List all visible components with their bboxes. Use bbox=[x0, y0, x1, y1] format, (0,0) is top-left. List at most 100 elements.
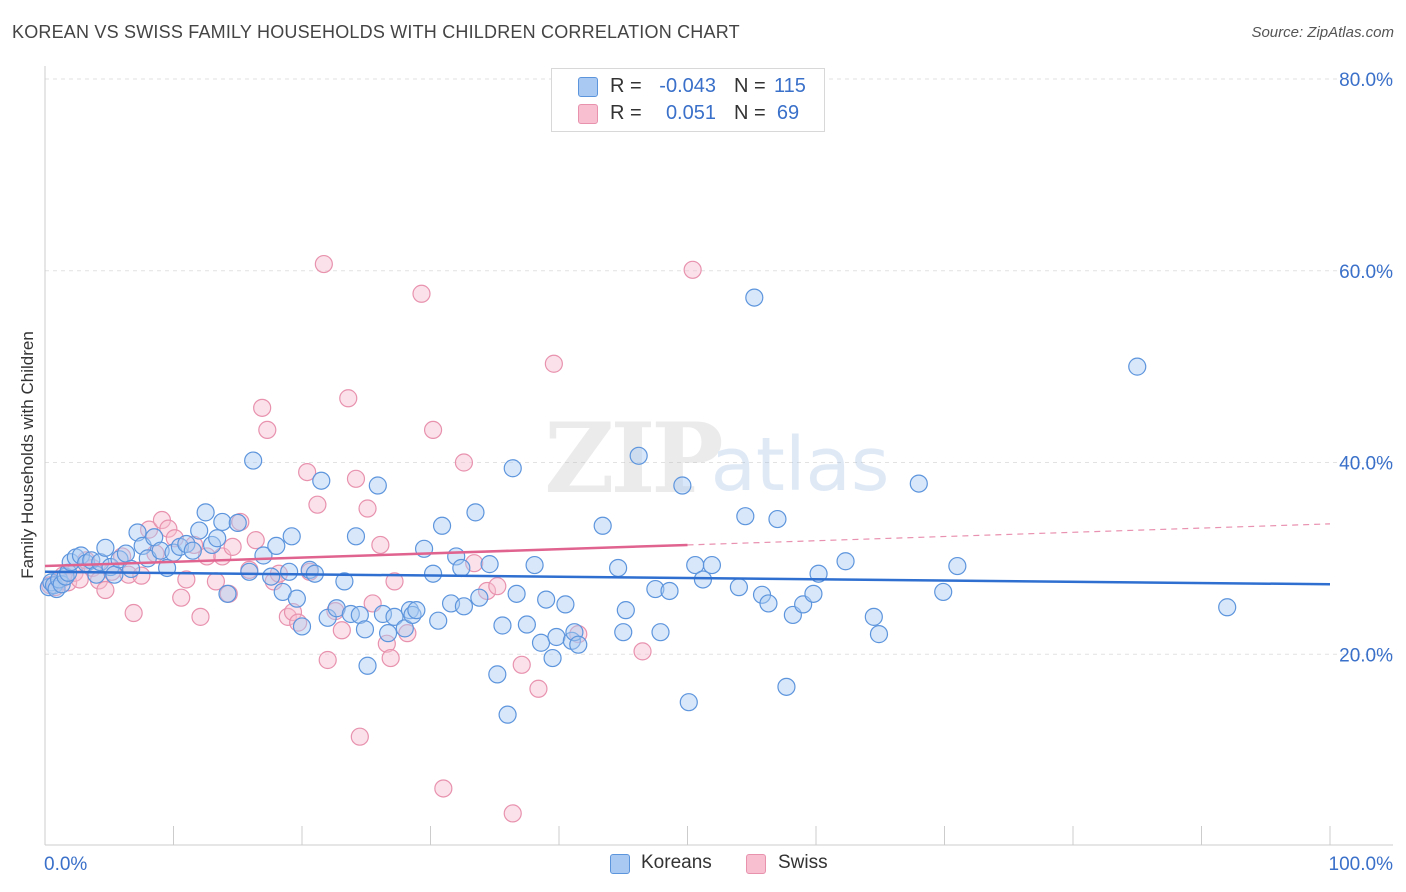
korean-point bbox=[312, 471, 331, 490]
korean-point bbox=[673, 476, 692, 495]
korean-point bbox=[759, 594, 778, 613]
swiss-point bbox=[223, 537, 242, 556]
koreans-swatch bbox=[578, 77, 598, 97]
korean-point bbox=[777, 677, 796, 696]
korean-point bbox=[679, 693, 698, 712]
korean-point bbox=[190, 521, 209, 540]
korean-point bbox=[488, 665, 507, 684]
korean-point bbox=[864, 607, 883, 626]
stats-row-swiss: R = 0.051 N = 69 bbox=[552, 100, 824, 126]
korean-point bbox=[292, 617, 312, 636]
swiss-point bbox=[184, 535, 204, 555]
korean-point bbox=[91, 553, 110, 572]
korean-point bbox=[267, 536, 286, 556]
korean-point bbox=[196, 503, 215, 522]
korean-point bbox=[378, 624, 398, 643]
swiss-point bbox=[132, 566, 151, 585]
swiss-point bbox=[253, 398, 272, 417]
koreans-r-label: R = bbox=[610, 75, 642, 97]
stats-box: R = -0.043 N = 115 R = 0.051 N = 69 bbox=[551, 68, 825, 132]
korean-point bbox=[517, 615, 536, 634]
korean-point bbox=[240, 562, 259, 581]
swiss-point bbox=[346, 469, 366, 488]
korean-point bbox=[934, 582, 953, 602]
korean-point bbox=[1218, 598, 1237, 617]
korean-point bbox=[537, 590, 556, 609]
korean-point bbox=[262, 567, 281, 586]
y-tick-label: 40.0% bbox=[1339, 454, 1393, 475]
swiss-point bbox=[339, 389, 358, 408]
watermark-zip: ZIP bbox=[544, 402, 721, 515]
korean-point bbox=[480, 555, 499, 574]
korean-point bbox=[208, 529, 227, 548]
korean-point bbox=[525, 555, 544, 575]
korean-points bbox=[39, 288, 1237, 724]
grid-lines bbox=[45, 78, 1393, 655]
swiss-trend-line-extension bbox=[687, 523, 1331, 546]
korean-point bbox=[280, 562, 299, 581]
swiss-trend-line bbox=[44, 543, 688, 568]
swiss-point bbox=[633, 642, 652, 661]
korean-point bbox=[218, 584, 237, 603]
korean-point bbox=[836, 552, 855, 571]
swiss-point bbox=[258, 420, 277, 440]
korean-point bbox=[507, 584, 526, 603]
korean-point bbox=[948, 556, 967, 576]
korean-point bbox=[244, 451, 263, 470]
korean-point bbox=[646, 579, 665, 599]
korean-point bbox=[429, 611, 448, 630]
korean-point bbox=[660, 581, 679, 601]
korean-point bbox=[503, 459, 522, 478]
source-label: Source: ZipAtlas.com bbox=[1251, 24, 1394, 41]
korean-point bbox=[454, 597, 474, 616]
swiss-point bbox=[283, 602, 303, 622]
korean-point bbox=[869, 625, 889, 644]
swiss-point bbox=[318, 650, 337, 670]
korean-point bbox=[373, 604, 393, 624]
korean-point bbox=[128, 523, 147, 542]
korean-point bbox=[614, 623, 633, 642]
korean-point bbox=[466, 503, 485, 522]
korean-point bbox=[335, 572, 354, 591]
koreans-n-value: 115 bbox=[774, 75, 806, 97]
swiss-point bbox=[314, 254, 333, 274]
swiss-point bbox=[358, 499, 377, 518]
swiss-point bbox=[398, 624, 417, 643]
korean-point bbox=[407, 601, 426, 620]
swiss-point bbox=[350, 727, 369, 746]
swiss-point bbox=[172, 588, 191, 607]
korean-point bbox=[395, 619, 414, 638]
trend-lines bbox=[44, 523, 1331, 586]
korean-point bbox=[593, 516, 612, 535]
korean-point bbox=[493, 616, 512, 635]
korean-point bbox=[629, 446, 648, 465]
korean-point bbox=[183, 541, 202, 560]
swiss-n-label: N = bbox=[734, 102, 766, 124]
korean-point bbox=[470, 588, 489, 607]
swiss-point bbox=[477, 581, 497, 601]
korean-point bbox=[282, 527, 301, 546]
korean-point bbox=[116, 544, 136, 563]
korean-point bbox=[350, 605, 369, 625]
swiss-point bbox=[124, 603, 143, 623]
korean-point bbox=[543, 648, 562, 668]
x-tick-label-max: 100.0% bbox=[1329, 854, 1394, 875]
swiss-point bbox=[454, 453, 474, 472]
korean-point bbox=[213, 512, 232, 532]
legend: Koreans Swiss bbox=[0, 852, 1406, 878]
swiss-point bbox=[191, 607, 210, 626]
korean-point bbox=[400, 601, 420, 620]
y-tick-label: 80.0% bbox=[1339, 70, 1393, 91]
koreans-r-value: -0.043 bbox=[659, 75, 716, 97]
y-tick-label: 20.0% bbox=[1339, 645, 1393, 666]
x-tick-label-min: 0.0% bbox=[44, 854, 87, 875]
korean-point bbox=[452, 558, 471, 578]
legend-swiss-swatch bbox=[746, 854, 766, 874]
swiss-point bbox=[529, 679, 548, 698]
korean-point bbox=[547, 627, 566, 647]
stats-row-koreans: R = -0.043 N = 115 bbox=[552, 73, 824, 99]
korean-point bbox=[423, 564, 443, 583]
korean-point bbox=[498, 705, 517, 724]
korean-point bbox=[96, 538, 115, 557]
